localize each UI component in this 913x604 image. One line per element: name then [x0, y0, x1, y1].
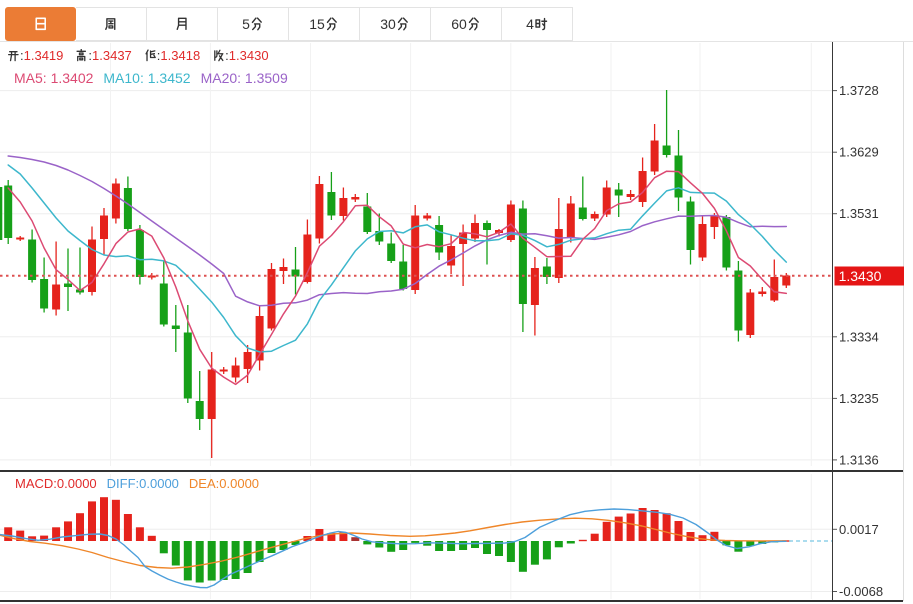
- svg-text:1.3629: 1.3629: [839, 145, 879, 160]
- svg-text:1.3531: 1.3531: [839, 206, 879, 221]
- svg-text:1.3334: 1.3334: [839, 329, 879, 344]
- svg-text:1.3728: 1.3728: [839, 83, 879, 98]
- svg-text:1.3235: 1.3235: [839, 391, 879, 406]
- svg-text:1.3136: 1.3136: [839, 452, 879, 467]
- svg-text:-0.0068: -0.0068: [839, 584, 883, 599]
- svg-text:1.3430: 1.3430: [839, 268, 882, 284]
- svg-text:0.0017: 0.0017: [839, 522, 879, 537]
